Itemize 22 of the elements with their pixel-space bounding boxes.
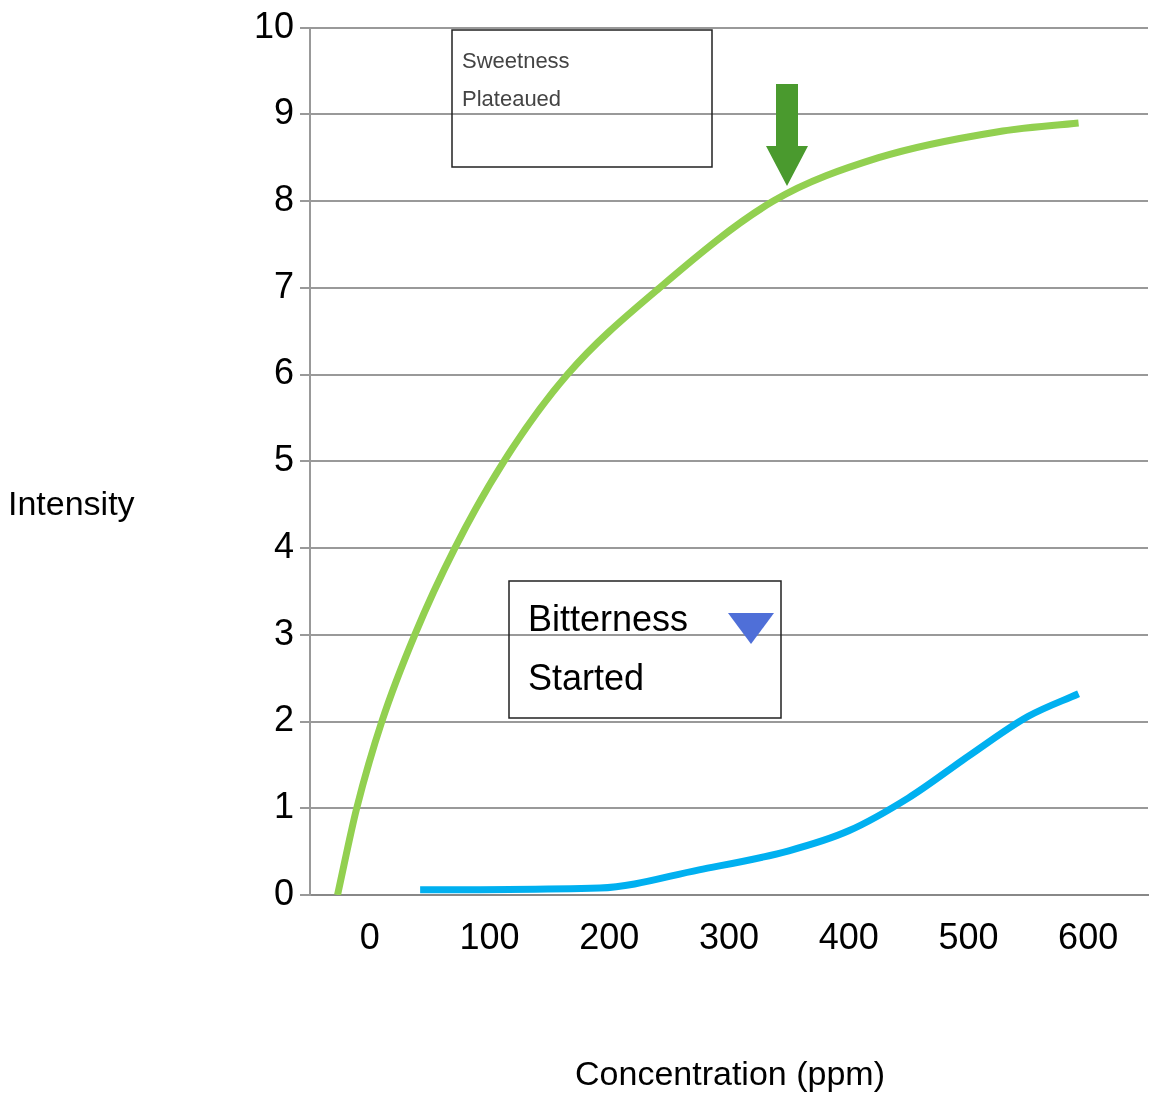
- y-tick-label: 2: [273, 698, 294, 740]
- y-tick-label: 1: [273, 785, 294, 827]
- y-tick-label: 9: [273, 91, 294, 133]
- x-tick-label: 600: [1058, 915, 1119, 957]
- y-tick-label: 6: [273, 351, 294, 393]
- y-tick-label: 4: [273, 524, 294, 566]
- x-tick-label: 200: [579, 915, 640, 957]
- y-tick-label: 8: [273, 178, 294, 219]
- y-tick-label: 7: [273, 264, 294, 306]
- annotation: Bitterness Started: [528, 597, 689, 698]
- x-tick-label: 300: [698, 915, 760, 957]
- y-axis-title: Intensity: [8, 484, 135, 523]
- x-tick-label: 100: [459, 915, 520, 957]
- x-tick-label: 500: [938, 915, 999, 957]
- x-axis-title: Concentration (ppm): [575, 1054, 885, 1093]
- annotation: Sweetness Plateaued: [462, 48, 570, 112]
- x-tick-label: 0: [359, 915, 380, 957]
- y-tick-label: 10: [253, 4, 294, 46]
- y-tick-label: 3: [273, 611, 294, 653]
- y-tick-label: 0: [273, 871, 294, 913]
- y-tick-label: 5: [273, 438, 294, 480]
- x-tick-label: 400: [818, 915, 879, 957]
